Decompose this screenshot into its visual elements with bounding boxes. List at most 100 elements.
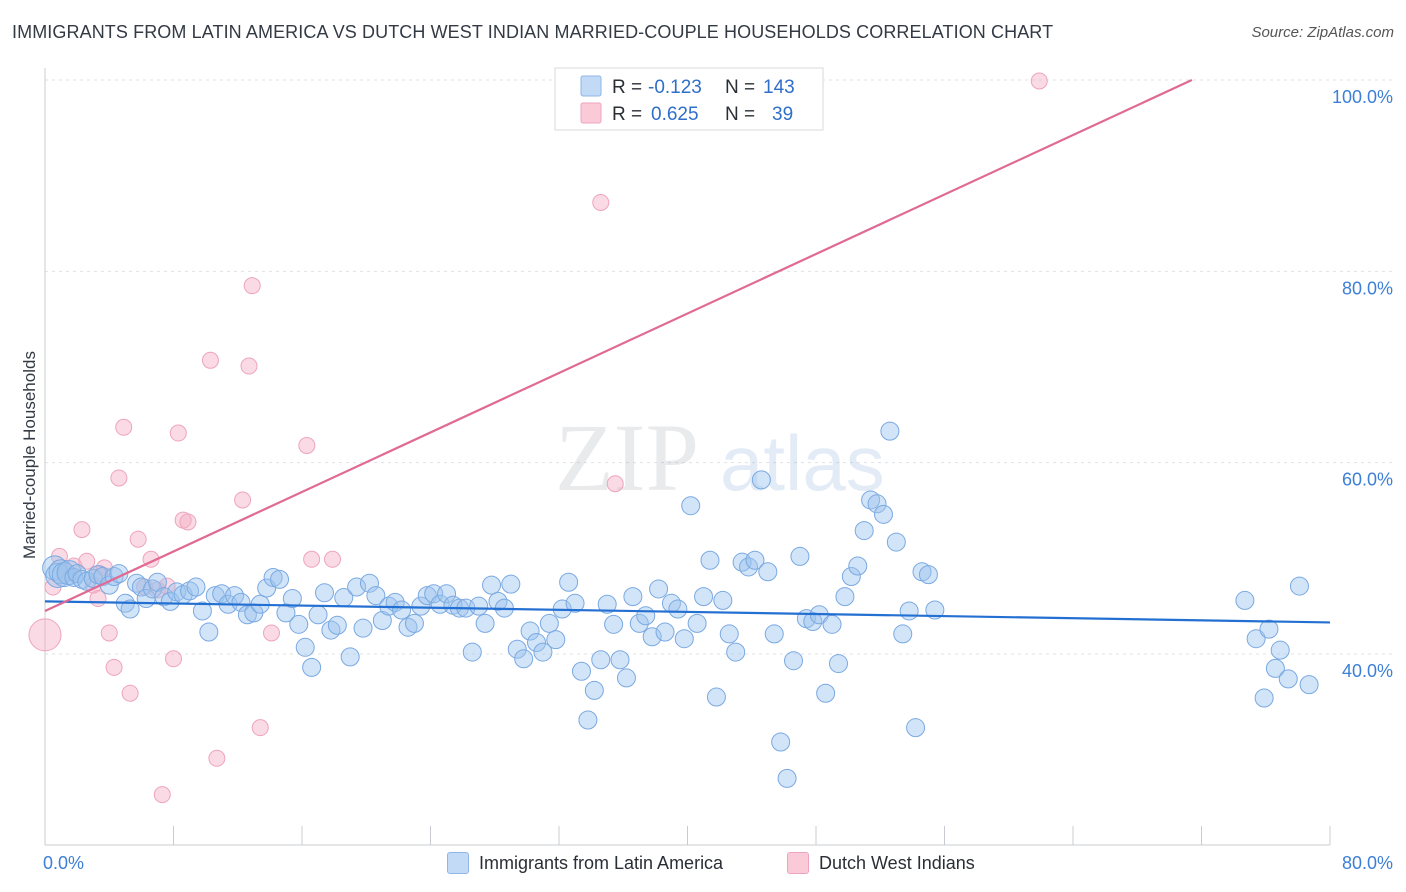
blue-point-53 (353, 618, 373, 638)
blue-point-85 (559, 572, 579, 592)
watermark-zip: ZIP (555, 404, 699, 511)
pink-point-24 (179, 513, 197, 531)
legend-n-value-pink: 39 (772, 104, 793, 125)
pink-point-22 (169, 424, 187, 442)
trend-lines (44, 79, 1331, 624)
blue-point-135 (880, 421, 900, 441)
blue-point-66 (437, 584, 457, 604)
blue-point-98 (642, 627, 662, 647)
grid-lines (45, 79, 1392, 655)
watermark: ZIP atlas (555, 404, 885, 511)
blue-point-89 (584, 680, 604, 700)
blue-point-103 (674, 629, 694, 649)
blue-point-72 (475, 613, 495, 633)
y-tick-label-2: 80.0% (1342, 278, 1393, 298)
blue-point-119 (777, 768, 797, 788)
pink-point-33 (303, 550, 321, 568)
blue-point-136 (886, 532, 906, 552)
x-tick-label-1: 80.0% (1342, 853, 1393, 873)
blue-trend-line (44, 600, 1331, 624)
blue-point-55 (366, 586, 386, 606)
pink-point-30 (251, 719, 269, 737)
blue-point-70 (462, 642, 482, 662)
blue-point-142 (925, 600, 945, 620)
legend-blue-square (447, 852, 469, 874)
blue-point-138 (899, 601, 919, 621)
blue-point-133 (867, 494, 887, 514)
blue-series-points (42, 421, 1319, 788)
legend-pink-swatch (580, 102, 602, 124)
blue-point-16 (120, 599, 140, 619)
pink-point-11 (105, 658, 123, 676)
blue-point-134 (873, 504, 893, 524)
blue-point-92 (604, 614, 624, 634)
legend-n-value-blue: 143 (763, 77, 795, 98)
blue-point-127 (828, 654, 848, 674)
pink-point-15 (129, 530, 147, 548)
blue-point-141 (918, 565, 938, 585)
blue-point-128 (835, 587, 855, 607)
blue-point-5 (64, 567, 84, 587)
pink-point-37 (1030, 72, 1048, 90)
blue-point-21 (147, 572, 167, 592)
blue-point-149 (1289, 576, 1309, 596)
blue-point-108 (706, 687, 726, 707)
blue-point-99 (649, 579, 669, 599)
blue-point-139 (906, 718, 926, 738)
blue-point-87 (571, 661, 591, 681)
blue-point-56 (372, 611, 392, 631)
blue-point-47 (314, 583, 334, 603)
blue-point-97 (636, 606, 656, 626)
pink-point-28 (240, 357, 258, 375)
blue-point-90 (591, 650, 611, 670)
blue-point-34 (231, 592, 251, 612)
blue-point-49 (327, 615, 347, 635)
blue-point-143 (1235, 590, 1255, 610)
pink-point-27 (234, 491, 252, 509)
blue-point-102 (668, 599, 688, 619)
blue-point-121 (790, 546, 810, 566)
pink-point-26 (208, 749, 226, 767)
blue-point-61 (404, 613, 424, 633)
blue-point-39 (263, 567, 283, 587)
blue-point-77 (507, 639, 527, 659)
legend-r-label-blue: R = (612, 77, 642, 98)
blue-point-95 (623, 587, 643, 607)
blue-point-115 (751, 470, 771, 490)
blue-point-116 (758, 562, 778, 582)
blue-point-76 (501, 574, 521, 594)
pink-point-34 (324, 550, 342, 568)
axes (44, 68, 1331, 846)
blue-point-146 (1259, 619, 1279, 639)
blue-point-129 (841, 567, 861, 587)
pink-point-19 (153, 786, 171, 804)
blue-point-117 (764, 624, 784, 644)
blue-point-71 (469, 596, 489, 616)
blue-point-96 (629, 613, 649, 633)
blue-point-111 (726, 642, 746, 662)
blue-point-151 (1278, 669, 1298, 689)
blue-point-44 (295, 637, 315, 657)
blue-point-148 (1270, 640, 1290, 660)
tick-labels: 40.0% 60.0% 80.0% 100.0% 0.0% 80.0% (43, 87, 1393, 873)
blue-point-80 (527, 633, 547, 653)
pink-point-6 (78, 552, 96, 570)
pink-point-29 (243, 277, 261, 295)
source-credit: Source: ZipAtlas.com (1251, 24, 1394, 41)
pink-point-0 (28, 618, 62, 652)
y-tick-label-1: 60.0% (1342, 470, 1393, 490)
blue-point-29 (199, 622, 219, 642)
pink-point-25 (201, 351, 219, 369)
y-tick-label-3: 100.0% (1332, 87, 1393, 107)
blue-point-2 (48, 559, 74, 585)
blue-point-41 (276, 603, 296, 623)
blue-point-82 (539, 613, 559, 633)
legend-box: R = -0.123 N = 143 R = 0.625 N = 39 (554, 67, 824, 131)
blue-point-52 (347, 577, 367, 597)
blue-point-106 (694, 587, 714, 607)
blue-point-114 (745, 550, 765, 570)
watermark-atlas: atlas (720, 419, 885, 507)
blue-point-130 (848, 556, 868, 576)
blue-point-150 (1299, 675, 1319, 695)
